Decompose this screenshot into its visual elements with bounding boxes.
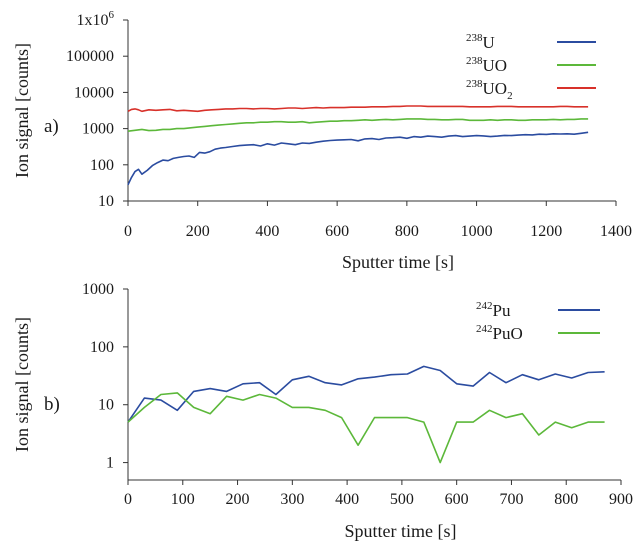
legend: 238U 238UO 238UO2	[466, 32, 596, 102]
x-axis-label: Sputter time [s]	[342, 252, 454, 272]
y-tick-label: 1000	[82, 121, 114, 138]
x-tick-label: 1000	[461, 223, 493, 240]
y-axis-label: Ion signal [counts]	[12, 43, 32, 178]
series-line-238uo	[127, 118, 589, 132]
legend-entry-label: 238U	[466, 32, 495, 52]
x-tick-label: 400	[335, 491, 359, 508]
x-axis-label: Sputter time [s]	[345, 521, 457, 541]
x-tick-label: 900	[609, 491, 633, 508]
series-line-238uo2	[127, 105, 589, 113]
y-tick-label: 10	[98, 397, 114, 414]
series-line-242puo	[127, 392, 605, 464]
panel-label: b)	[44, 394, 60, 415]
x-tick-label: 100	[171, 491, 195, 508]
y-tick-label: 1000	[82, 281, 114, 298]
series-line-242pu	[127, 365, 605, 423]
panel-b-chart: 1 10 100 1000 0 100 200 300 400 500 600 700 800 900 Sp…	[12, 281, 633, 541]
x-tick-label: 200	[226, 491, 250, 508]
x-tick-label: 200	[186, 223, 210, 240]
x-tick-label: 600	[445, 491, 469, 508]
panel-a-chart: 10 100 1000 10000 100000 1x106 0 200 400 600 800 10…	[12, 9, 632, 272]
legend: 242Pu 242PuO	[476, 300, 600, 343]
legend-entry-label: 238UO	[466, 55, 507, 75]
x-tick-label: 400	[255, 223, 279, 240]
y-tick-label: 100000	[66, 48, 114, 65]
y-tick-label: 1	[106, 455, 114, 472]
legend-entry-label: 242PuO	[476, 323, 523, 343]
series-line-238u	[127, 131, 589, 186]
x-tick-label: 0	[124, 491, 132, 508]
x-tick-label: 800	[554, 491, 578, 508]
legend-entry-label: 238UO2	[466, 78, 513, 102]
panel-label: a)	[44, 116, 59, 137]
y-tick-label: 100	[90, 157, 114, 174]
y-tick-label: 100	[90, 339, 114, 356]
x-tick-label: 0	[124, 223, 132, 240]
x-tick-label: 1200	[530, 223, 562, 240]
x-tick-label: 1400	[600, 223, 632, 240]
x-tick-label: 600	[325, 223, 349, 240]
y-tick-label: 1x106	[77, 9, 115, 29]
x-tick-label: 800	[395, 223, 419, 240]
x-tick-label: 300	[280, 491, 304, 508]
y-axis-label: Ion signal [counts]	[12, 317, 32, 452]
legend-entry-label: 242Pu	[476, 300, 511, 320]
x-tick-label: 500	[390, 491, 414, 508]
x-tick-label: 700	[499, 491, 523, 508]
y-tick-label: 10000	[74, 84, 114, 101]
y-tick-label: 10	[98, 193, 114, 210]
